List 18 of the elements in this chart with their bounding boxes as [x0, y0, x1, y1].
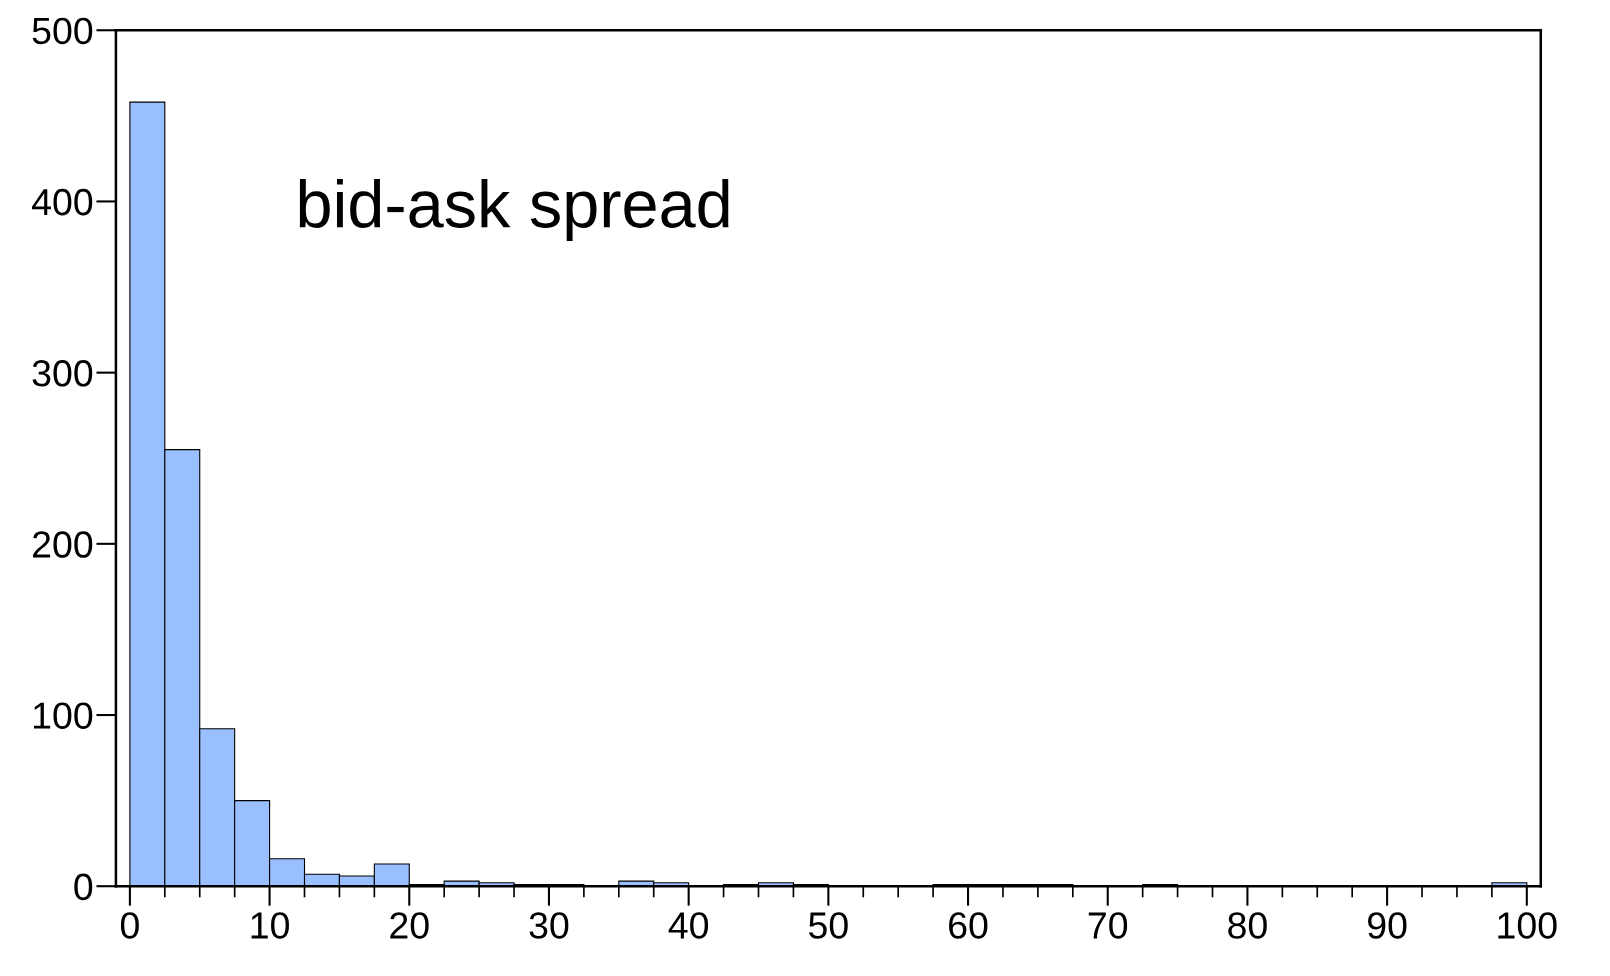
- y-tick-label: 300: [32, 360, 93, 387]
- x-tick-label: 60: [949, 912, 988, 939]
- y-tick-label: 500: [32, 17, 93, 45]
- x-tick-label: 0: [120, 912, 139, 939]
- y-tick-label: 0: [74, 873, 93, 901]
- x-tick-label: 100: [1498, 912, 1557, 939]
- x-tick-label: 50: [808, 912, 848, 939]
- y-tick-label: 200: [33, 531, 93, 558]
- y-tick-label: 100: [34, 702, 93, 729]
- x-tick-label: 30: [529, 912, 569, 939]
- annotation: bid-ask spread: [299, 178, 729, 242]
- x-tick-label: 20: [390, 912, 429, 939]
- x-tick-label: 80: [1228, 912, 1267, 939]
- x-tick-label: 10: [251, 912, 289, 939]
- y-tick-label: 400: [32, 188, 93, 216]
- x-tick-label: 90: [1368, 912, 1407, 939]
- x-tick-label: 40: [668, 912, 709, 939]
- x-tick-label: 70: [1088, 912, 1128, 939]
